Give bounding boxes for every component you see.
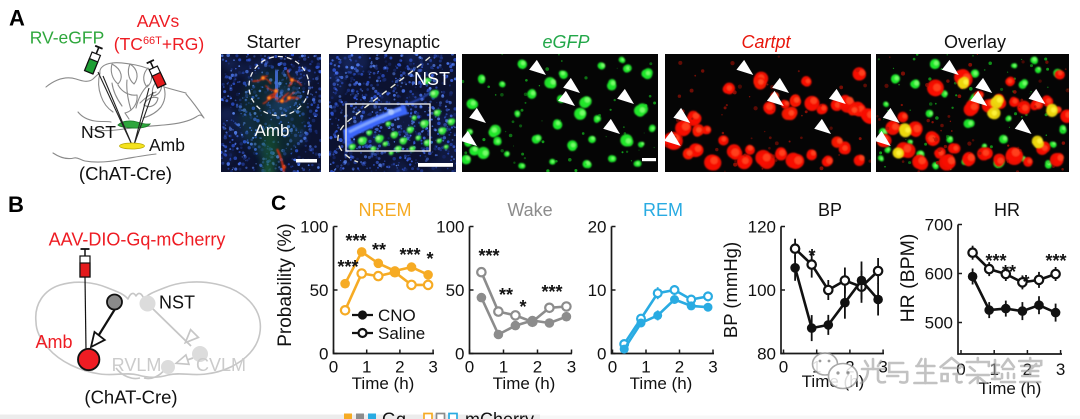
svg-text:20: 20 xyxy=(588,218,607,237)
svg-text:3: 3 xyxy=(567,358,576,377)
svg-text:CVLM: CVLM xyxy=(196,355,246,375)
svg-text:Presynaptic: Presynaptic xyxy=(346,32,440,52)
svg-text:100: 100 xyxy=(436,218,464,237)
svg-text:REM: REM xyxy=(643,200,683,220)
svg-text:2: 2 xyxy=(395,358,404,377)
svg-text:50: 50 xyxy=(446,281,465,300)
svg-text:(ChAT-Cre): (ChAT-Cre) xyxy=(79,163,172,184)
svg-text:3: 3 xyxy=(708,358,717,377)
svg-text:Overlay: Overlay xyxy=(944,32,1006,52)
svg-text:2: 2 xyxy=(533,358,542,377)
svg-text:NST: NST xyxy=(81,122,116,142)
svg-text:**: ** xyxy=(372,240,386,260)
svg-text:700: 700 xyxy=(925,216,953,235)
svg-text:**: ** xyxy=(499,285,513,305)
svg-text:*: * xyxy=(426,249,433,269)
svg-text:2: 2 xyxy=(1023,360,1032,379)
svg-text:3: 3 xyxy=(1056,360,1065,379)
svg-text:120: 120 xyxy=(748,218,776,237)
svg-text:Probability (%): Probability (%) xyxy=(275,223,296,347)
svg-text:0: 0 xyxy=(608,358,617,377)
svg-text:***: *** xyxy=(345,231,366,251)
svg-text:NREM: NREM xyxy=(359,200,412,220)
svg-text:C: C xyxy=(271,192,286,215)
svg-text:***: *** xyxy=(399,245,420,265)
svg-text:100: 100 xyxy=(748,281,776,300)
svg-text:Gq: Gq xyxy=(382,410,406,419)
svg-text:600: 600 xyxy=(925,265,953,284)
svg-text:10: 10 xyxy=(588,281,607,300)
svg-text:50: 50 xyxy=(310,281,329,300)
svg-text:80: 80 xyxy=(757,345,776,364)
svg-text:A: A xyxy=(9,6,25,31)
svg-text:3: 3 xyxy=(428,358,437,377)
svg-text:0: 0 xyxy=(779,358,788,377)
svg-text:0: 0 xyxy=(956,360,965,379)
svg-text:*: * xyxy=(519,297,526,317)
svg-text:**: ** xyxy=(1002,262,1016,282)
svg-text:***: *** xyxy=(541,282,562,302)
svg-text:(TC66T+RG): (TC66T+RG) xyxy=(114,34,204,54)
svg-text:0: 0 xyxy=(455,345,464,364)
svg-text:Cartpt: Cartpt xyxy=(741,32,791,52)
svg-text:1: 1 xyxy=(641,358,650,377)
svg-text:***: *** xyxy=(1045,251,1066,271)
svg-text:RVLM: RVLM xyxy=(112,355,162,375)
svg-text:Amb: Amb xyxy=(149,135,185,155)
svg-text:eGFP: eGFP xyxy=(542,32,589,52)
svg-text:BP: BP xyxy=(818,200,842,220)
svg-text:NST: NST xyxy=(159,293,195,313)
svg-text:Time (h): Time (h) xyxy=(630,374,693,393)
svg-text:0: 0 xyxy=(597,345,606,364)
svg-text:Wake: Wake xyxy=(507,200,552,220)
svg-text:Starter: Starter xyxy=(246,32,300,52)
svg-text:0: 0 xyxy=(329,358,338,377)
svg-text:BP (mmHg): BP (mmHg) xyxy=(720,242,741,338)
svg-text:AAVs: AAVs xyxy=(137,11,180,31)
svg-text:RV-eGFP: RV-eGFP xyxy=(30,28,105,48)
svg-text:NST: NST xyxy=(414,69,450,89)
svg-text:1: 1 xyxy=(362,358,371,377)
svg-text:Time (h): Time (h) xyxy=(979,379,1042,398)
svg-text:1: 1 xyxy=(499,358,508,377)
svg-text:CNO: CNO xyxy=(378,306,416,325)
svg-text:Amb: Amb xyxy=(255,121,290,140)
svg-text:*: * xyxy=(1022,272,1029,292)
svg-text:0: 0 xyxy=(465,358,474,377)
svg-text:0: 0 xyxy=(319,345,328,364)
svg-text:100: 100 xyxy=(300,218,328,237)
svg-text:*: * xyxy=(808,246,815,266)
svg-text:HR (BPM): HR (BPM) xyxy=(897,234,919,323)
svg-text:HR: HR xyxy=(994,200,1020,220)
svg-text:Saline: Saline xyxy=(378,324,425,343)
svg-text:***: *** xyxy=(985,251,1006,271)
svg-text:B: B xyxy=(8,192,24,217)
svg-text:Amb: Amb xyxy=(35,332,72,352)
svg-text:mCherry: mCherry xyxy=(465,410,534,419)
svg-text:Time (h): Time (h) xyxy=(493,374,556,393)
svg-text:***: *** xyxy=(337,257,358,277)
svg-text:***: *** xyxy=(478,246,499,266)
svg-text:500: 500 xyxy=(925,314,953,333)
svg-text:3: 3 xyxy=(878,358,887,377)
svg-text:AAV-DIO-Gq-mCherry: AAV-DIO-Gq-mCherry xyxy=(49,230,226,250)
svg-text:(ChAT-Cre): (ChAT-Cre) xyxy=(84,387,177,408)
svg-text:2: 2 xyxy=(675,358,684,377)
svg-text:Time (h): Time (h) xyxy=(352,374,415,393)
